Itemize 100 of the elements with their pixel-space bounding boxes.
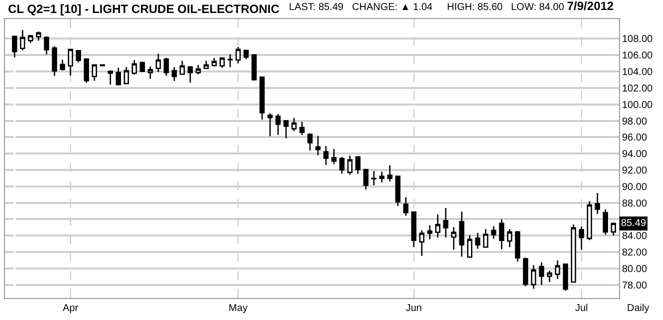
- candlestick: [228, 54, 233, 68]
- y-tick-label: 90.00: [622, 182, 648, 193]
- x-tick-label: Apr: [62, 303, 79, 314]
- text: CHANGE: ▲ 1.04: [352, 2, 433, 13]
- candlestick: [491, 226, 496, 240]
- candlestick: [68, 48, 74, 76]
- y-tick-label: 82.00: [622, 248, 648, 259]
- candlestick: [315, 135, 321, 156]
- candlestick: [323, 145, 329, 166]
- candlestick: [451, 226, 456, 250]
- candlestick: [116, 67, 121, 86]
- candlestick: [299, 121, 305, 136]
- candlestick: [507, 228, 512, 248]
- candlestick: [554, 260, 560, 280]
- candlestick: [530, 264, 536, 290]
- chart-title: CL Q2=1 [10] - LIGHT CRUDE OIL-ELECTRONIC: [8, 2, 280, 16]
- y-tick-label: 104.00: [622, 67, 654, 78]
- y-tick-label: 78.00: [622, 280, 648, 292]
- candlestick: [546, 270, 552, 283]
- y-tick-label: 106.00: [622, 50, 654, 62]
- y-tick-label: 108.00: [622, 34, 654, 46]
- candlestick: [355, 156, 361, 174]
- x-tick-label: Jun: [406, 303, 422, 314]
- candlestick: [594, 192, 600, 215]
- candlestick: [283, 120, 289, 139]
- candlestick: [267, 112, 273, 137]
- candlestick: [36, 30, 42, 42]
- candlestick: [236, 46, 241, 64]
- candlestick: [52, 45, 58, 77]
- candlestick: [259, 76, 265, 120]
- candlestick: [538, 262, 544, 286]
- candlestick: [92, 64, 98, 82]
- candlestick: [427, 224, 432, 240]
- candlestick: [522, 257, 528, 287]
- candlestick: [188, 66, 193, 84]
- candlestick: [467, 234, 472, 258]
- y-tick-label: 84.00: [622, 231, 648, 242]
- candlestick: [156, 53, 161, 73]
- candlestick: [12, 35, 18, 58]
- candlestick: [499, 218, 504, 250]
- candlestick: [220, 56, 225, 68]
- candlestick: [443, 207, 448, 238]
- text: LAST: 85.49: [289, 2, 344, 13]
- candlestick: [435, 214, 440, 238]
- candlestick: [244, 49, 249, 60]
- candlestick: [44, 36, 50, 56]
- text: Daily: [627, 303, 650, 314]
- candlestick: [307, 132, 313, 152]
- y-tick-label: 94.00: [622, 149, 648, 160]
- candlestick: [371, 170, 376, 186]
- candlestick: [148, 66, 153, 80]
- candlestick: [419, 230, 424, 256]
- candlestick: [204, 60, 209, 70]
- candlestick: [562, 264, 568, 292]
- candlestick: [411, 211, 416, 248]
- y-tick-label: 88.00: [622, 198, 648, 210]
- candlestick: [20, 29, 26, 51]
- candlestick: [252, 54, 257, 82]
- candlestick: [140, 61, 145, 73]
- candlestick: [339, 156, 345, 174]
- y-tick-label: 98.00: [622, 116, 648, 128]
- text: LOW: 84.00: [511, 2, 565, 13]
- candlestick: [132, 59, 137, 76]
- candlestick: [570, 224, 576, 284]
- candlestick: [395, 176, 400, 207]
- candlestick: [586, 200, 592, 241]
- candlestick: [275, 113, 281, 136]
- candlestick: [610, 222, 616, 236]
- x-tick-label: May: [228, 303, 248, 314]
- text: HIGH: 85.60: [447, 2, 504, 13]
- candlestick: [28, 34, 34, 44]
- candlestick: [291, 117, 297, 132]
- candlestick: [363, 168, 368, 190]
- candlestick: [124, 66, 129, 85]
- candlestick: [475, 232, 480, 250]
- y-tick-label: 102.00: [622, 83, 654, 94]
- candlestick: [347, 154, 353, 176]
- candlestick: [514, 230, 520, 262]
- candlestick: [172, 66, 177, 82]
- candlestick: [212, 57, 217, 68]
- candlestick: [76, 49, 82, 63]
- candlestick: [379, 171, 384, 184]
- y-tick-label: 80.00: [622, 264, 648, 275]
- candlestick: [84, 58, 90, 84]
- y-tick-label: 100.00: [622, 100, 654, 111]
- text: 7/9/2012: [567, 0, 614, 13]
- candlestick: [108, 70, 113, 86]
- candlestick: [387, 164, 392, 182]
- candlestick: [331, 148, 337, 165]
- candlestick: [602, 208, 608, 236]
- candlestick: [180, 60, 185, 76]
- candlestick: [60, 59, 66, 72]
- candlestick: [403, 196, 408, 216]
- candlestick: [164, 57, 169, 77]
- y-tick-label: 92.00: [622, 165, 648, 176]
- candlestick: [483, 228, 488, 248]
- candlestick: [578, 226, 584, 250]
- candlestick: [459, 211, 464, 258]
- text: 85.49: [621, 218, 646, 229]
- candlestick: [196, 64, 201, 75]
